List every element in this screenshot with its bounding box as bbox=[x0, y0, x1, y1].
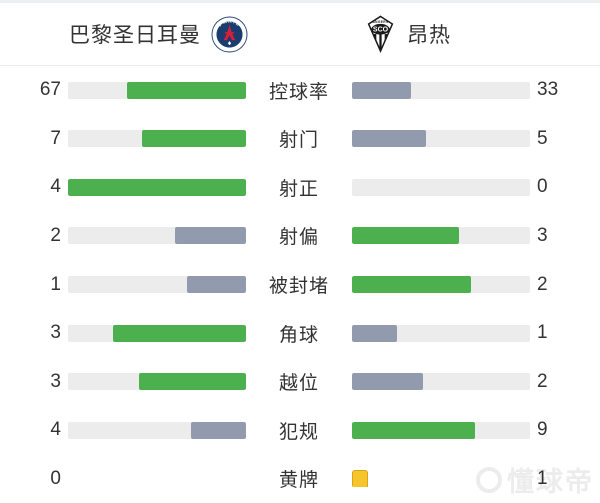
home-value: 0 bbox=[50, 467, 61, 489]
away-bar-fill bbox=[352, 324, 397, 342]
away-bar bbox=[352, 276, 530, 294]
stat-row: 1 被封堵 2 bbox=[0, 260, 600, 309]
away-bar-fill bbox=[352, 227, 459, 245]
away-card-box bbox=[352, 470, 530, 488]
home-bar-fill bbox=[174, 227, 246, 245]
home-value: 4 bbox=[50, 419, 61, 441]
home-team-name: 巴黎圣日耳曼 bbox=[69, 24, 201, 47]
away-value: 2 bbox=[537, 273, 548, 295]
home-bar bbox=[68, 227, 246, 245]
stat-label: 黄牌 bbox=[278, 470, 319, 492]
stat-label: 射门 bbox=[278, 130, 319, 152]
home-value: 4 bbox=[50, 176, 61, 198]
svg-text:PARIS: PARIS bbox=[218, 18, 241, 28]
home-bar bbox=[68, 130, 246, 148]
home-value: 1 bbox=[50, 273, 61, 295]
away-value: 9 bbox=[537, 419, 548, 441]
away-bar bbox=[352, 130, 530, 148]
psg-crest-icon: PARIS bbox=[211, 16, 248, 52]
stat-label: 越位 bbox=[278, 373, 319, 395]
home-value: 67 bbox=[39, 79, 61, 101]
home-value: 7 bbox=[50, 127, 61, 149]
away-bar bbox=[352, 227, 530, 245]
home-bar bbox=[68, 470, 246, 487]
yellow-card-icon bbox=[352, 470, 368, 488]
stat-row: 2 射偏 3 bbox=[0, 212, 600, 261]
away-bar-fill bbox=[352, 421, 476, 439]
away-bar bbox=[352, 81, 530, 99]
svg-text:ANGERS: ANGERS bbox=[372, 20, 389, 24]
home-bar bbox=[68, 178, 246, 196]
away-team-name: 昂热 bbox=[407, 24, 451, 47]
sco-angers-crest-icon: ANGERS SCO bbox=[367, 15, 394, 53]
away-value: 1 bbox=[537, 467, 548, 489]
away-bar-fill bbox=[352, 81, 411, 99]
home-bar-fill bbox=[68, 178, 246, 196]
stat-label: 角球 bbox=[278, 324, 319, 346]
svg-text:SCO: SCO bbox=[373, 27, 389, 34]
home-bar bbox=[68, 276, 246, 294]
away-bar bbox=[352, 178, 530, 196]
away-bar-fill bbox=[352, 276, 471, 294]
away-bar bbox=[352, 373, 530, 391]
stat-row: 3 越位 2 bbox=[0, 357, 600, 406]
home-bar bbox=[68, 373, 246, 391]
away-value: 2 bbox=[537, 370, 548, 392]
stat-label: 犯规 bbox=[278, 421, 319, 443]
stat-row: 7 射门 5 bbox=[0, 115, 600, 164]
home-bar bbox=[68, 324, 246, 342]
stat-row: 0 黄牌 1 bbox=[0, 455, 600, 503]
away-bar bbox=[352, 470, 530, 488]
stat-row: 3 角球 1 bbox=[0, 309, 600, 358]
home-bar-fill bbox=[112, 324, 246, 342]
away-value: 5 bbox=[537, 127, 548, 149]
home-bar bbox=[68, 81, 246, 99]
home-value: 3 bbox=[50, 322, 61, 344]
match-header: 巴黎圣日耳曼 PARIS bbox=[0, 3, 600, 66]
away-bar bbox=[352, 324, 530, 342]
away-value: 1 bbox=[537, 322, 548, 344]
stats-list: 67 控球率 33 7 射门 5 4 射正 bbox=[0, 66, 600, 503]
home-bar-fill bbox=[191, 421, 246, 439]
home-value: 2 bbox=[50, 224, 61, 246]
stat-row: 4 射正 0 bbox=[0, 163, 600, 212]
home-bar-fill bbox=[142, 130, 246, 148]
away-value: 3 bbox=[537, 224, 548, 246]
away-bar bbox=[352, 421, 530, 439]
stat-label: 射偏 bbox=[278, 227, 319, 249]
stat-row: 4 犯规 9 bbox=[0, 406, 600, 455]
home-bar-fill bbox=[186, 276, 246, 294]
home-value: 3 bbox=[50, 370, 61, 392]
stat-row: 67 控球率 33 bbox=[0, 66, 600, 115]
home-team-header[interactable]: 巴黎圣日耳曼 PARIS bbox=[0, 16, 300, 53]
home-bar bbox=[68, 421, 246, 439]
away-bar-fill bbox=[352, 130, 427, 148]
away-value: 0 bbox=[537, 176, 548, 198]
home-bar-fill bbox=[126, 81, 246, 99]
stat-label: 被封堵 bbox=[268, 276, 329, 298]
home-bar-fill bbox=[139, 373, 246, 391]
away-bar-fill bbox=[352, 373, 424, 391]
away-value: 33 bbox=[537, 79, 559, 101]
stat-label: 控球率 bbox=[268, 81, 329, 103]
away-team-header[interactable]: ANGERS SCO 昂热 bbox=[300, 15, 600, 53]
stat-label: 射正 bbox=[278, 178, 319, 200]
